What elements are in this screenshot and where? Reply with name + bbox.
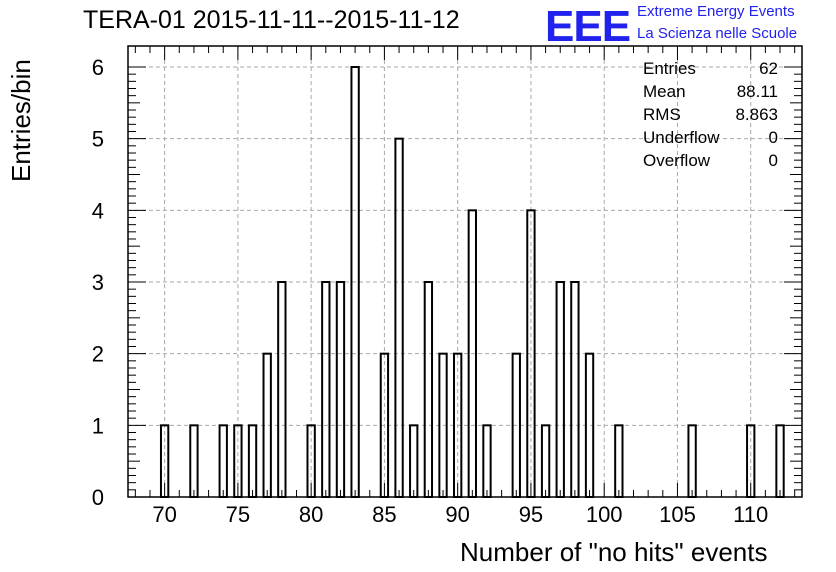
- eee-logo: EEE: [545, 2, 631, 51]
- stat-value-mean: 88.11: [736, 82, 778, 101]
- histogram-bar-101: [614, 424, 624, 499]
- histogram-bar-88: [423, 281, 434, 498]
- histogram-bar-86: [394, 137, 404, 499]
- plot-frame: [127, 45, 803, 498]
- stat-value-entries: 62: [759, 59, 778, 78]
- stat-value-underflow: 0: [768, 128, 778, 147]
- histogram-bar-76: [247, 424, 258, 499]
- x-tick-label-90: 90: [445, 502, 469, 527]
- histogram-bar-96: [540, 424, 551, 499]
- y-tick-label-0: 0: [92, 485, 104, 510]
- x-tick-label-70: 70: [152, 502, 176, 527]
- y-tick-label-3: 3: [92, 270, 104, 295]
- y-axis-label: Entries/bin: [6, 59, 36, 182]
- histogram-bar-82: [335, 281, 346, 498]
- y-tick-label-2: 2: [92, 342, 104, 367]
- histogram-bar-72: [189, 424, 199, 499]
- x-tick-label-110: 110: [733, 502, 768, 527]
- tick-labels: 70 75 80 85 90 95 100 105 110 0 1 2 3 4 5 6: [92, 55, 769, 527]
- histogram-bar-92: [482, 424, 492, 499]
- histogram-bar-106: [687, 424, 697, 499]
- y-tick-label-5: 5: [92, 127, 104, 152]
- x-tick-label-105: 105: [659, 502, 696, 527]
- x-tick-label-100: 100: [586, 502, 623, 527]
- histogram-bar-81: [321, 281, 331, 498]
- histogram-bar-74: [218, 424, 228, 499]
- stat-label-overflow: Overflow: [643, 151, 711, 170]
- x-tick-label-80: 80: [299, 502, 323, 527]
- stat-value-overflow: 0: [768, 151, 778, 170]
- histogram-bar-98: [570, 281, 580, 498]
- histogram-bar-112: [775, 424, 785, 499]
- stat-label-rms: RMS: [643, 105, 681, 124]
- chart-title: TERA-01 2015-11-11--2015-11-12: [83, 6, 460, 34]
- histogram-bar-87: [409, 424, 419, 499]
- org-name-line1: Extreme Energy Events: [637, 3, 795, 20]
- x-tick-label-95: 95: [519, 502, 543, 527]
- x-tick-label-75: 75: [226, 502, 250, 527]
- x-tick-label-85: 85: [372, 502, 396, 527]
- stat-value-rms: 8.863: [735, 105, 778, 124]
- stat-label-mean: Mean: [643, 82, 686, 101]
- axes: [127, 45, 803, 498]
- y-tick-label-1: 1: [92, 413, 104, 438]
- stat-label-underflow: Underflow: [643, 128, 720, 147]
- histogram-bar-97: [555, 281, 565, 498]
- grid-lines: [128, 46, 802, 497]
- y-tick-label-4: 4: [92, 198, 104, 223]
- stat-label-entries: Entries: [643, 59, 696, 78]
- histogram-bar-78: [277, 281, 287, 498]
- org-name-line2: La Scienza nelle Scuole: [637, 25, 798, 42]
- y-tick-label-6: 6: [92, 55, 104, 80]
- x-axis-label: Number of "no hits" events: [460, 537, 768, 567]
